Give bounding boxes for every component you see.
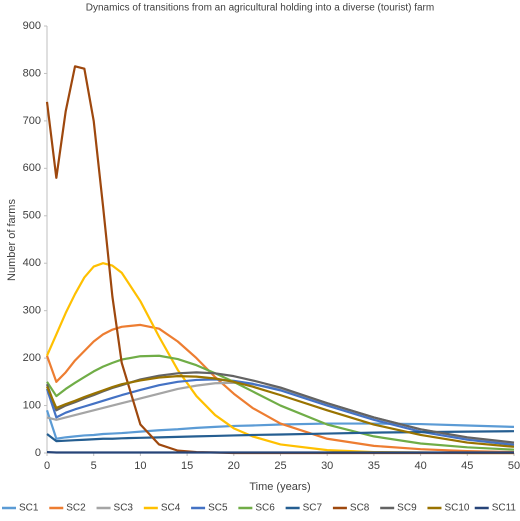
x-tick-label: 40 [414, 460, 426, 472]
y-tick-label: 100 [23, 399, 41, 411]
legend-label: SC1 [19, 503, 39, 514]
legend-label: SC10 [444, 503, 469, 514]
legend-label: SC4 [161, 503, 181, 514]
x-tick-label: 25 [274, 460, 286, 472]
x-tick-label: 20 [228, 460, 240, 472]
y-tick-label: 800 [23, 67, 41, 79]
y-tick-label: 400 [23, 257, 41, 269]
legend-label: SC3 [114, 503, 134, 514]
y-tick-label: 0 [35, 447, 41, 459]
y-tick-label: 900 [23, 20, 41, 32]
legend-label: SC2 [66, 503, 86, 514]
legend-label: SC6 [255, 503, 275, 514]
legend-label: SC9 [397, 503, 417, 514]
legend-label: SC8 [350, 503, 370, 514]
legend-label: SC7 [303, 503, 323, 514]
x-tick-label: 0 [44, 460, 50, 472]
x-tick-label: 30 [321, 460, 333, 472]
legend-label: SC11 [492, 503, 517, 514]
y-tick-label: 200 [23, 352, 41, 364]
y-axis-title: Number of farms [6, 199, 18, 281]
y-tick-label: 700 [23, 115, 41, 127]
y-tick-label: 500 [23, 210, 41, 222]
chart-title: Dynamics of transitions from an agricult… [86, 3, 434, 14]
x-tick-label: 35 [368, 460, 380, 472]
x-tick-label: 50 [508, 460, 520, 472]
x-tick-label: 5 [91, 460, 97, 472]
y-tick-label: 600 [23, 162, 41, 174]
y-tick-label: 300 [23, 305, 41, 317]
x-axis-title: Time (years) [249, 481, 310, 493]
x-tick-label: 15 [181, 460, 193, 472]
legend-label: SC5 [208, 503, 228, 514]
x-tick-label: 10 [134, 460, 146, 472]
x-tick-label: 45 [461, 460, 473, 472]
